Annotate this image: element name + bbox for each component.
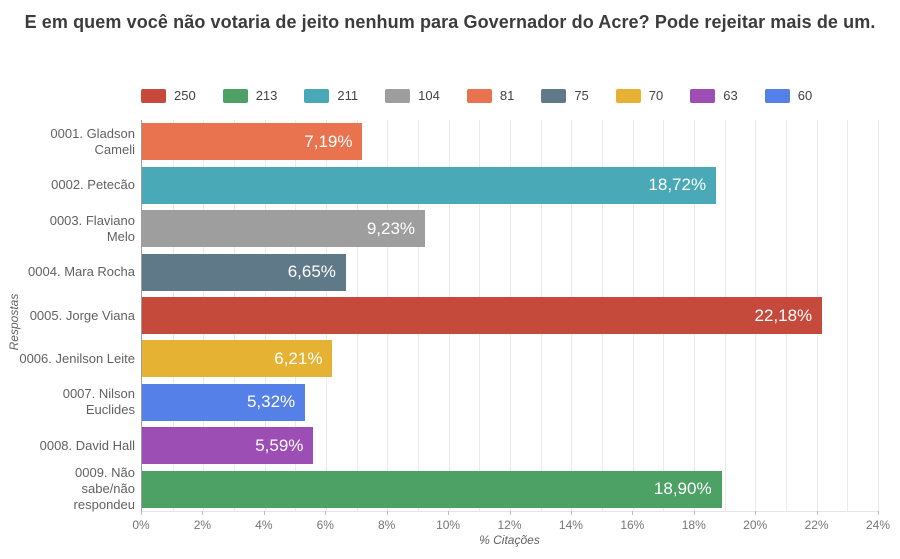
legend-label: 75 (574, 88, 589, 103)
legend-swatch (764, 88, 790, 103)
x-tick-mark (878, 511, 879, 515)
legend-item[interactable]: 250 (141, 88, 196, 103)
legend-swatch (690, 88, 716, 103)
x-tick-label: 24% (865, 518, 891, 532)
x-tick-mark (509, 511, 511, 515)
bar-value-label: 22,18% (754, 305, 813, 325)
x-tick-mark (755, 511, 757, 515)
legend-swatch (222, 88, 248, 103)
y-axis-title: Respostas (7, 293, 21, 351)
x-tick-mark (202, 511, 204, 515)
gridline (878, 120, 879, 511)
x-tick-label: 20% (743, 518, 768, 532)
legend-swatch (615, 88, 641, 103)
bar-value-label: 9,23% (366, 218, 416, 238)
legend-swatch (141, 88, 166, 103)
category-label: 0004. Mara Rocha (28, 264, 135, 280)
legend-label: 81 (499, 88, 515, 103)
bar-chart: 7,19% 18,72% 9,23% 6,65% 22,18% 6,21% 5,32% 5,5… (0, 120, 900, 513)
chart-legend: 250 213 211 104 81 75 70 63 60 (141, 88, 890, 103)
bar-value-label: 5,59% (255, 435, 304, 455)
x-tick-mark (263, 511, 265, 515)
x-tick-label: 0% (132, 518, 150, 532)
legend-item[interactable]: 70 (615, 88, 664, 103)
x-tick-mark (693, 511, 695, 515)
x-axis: 0% 2% 4% 6% 8% 10% 12% 14% 16% 18% 20% 22% 24% (132, 511, 890, 559)
x-tick-label: 2% (193, 518, 212, 532)
bar-0004[interactable]: 6,65% (142, 253, 346, 291)
legend-swatch (385, 88, 411, 103)
x-tick-mark (448, 511, 450, 515)
x-tick-label: 14% (558, 518, 583, 532)
x-axis-title: % Citações (479, 533, 540, 547)
legend-label: 250 (174, 88, 196, 103)
x-tick-mark (325, 511, 327, 515)
x-tick-label: 16% (620, 518, 645, 532)
legend-label: 211 (337, 88, 359, 103)
bar-0002[interactable]: 18,72% (142, 166, 717, 204)
category-label: 0008. David Hall (39, 437, 135, 453)
bar-0006[interactable]: 6,21% (142, 340, 333, 378)
plot-area: 7,19% 18,72% 9,23% 6,65% 22,18% 6,21% 5,32% 5,5… (141, 120, 879, 511)
legend-label: 213 (255, 88, 278, 103)
category-label: 0009. Não sabe/não respondeu (73, 465, 135, 513)
legend-label: 60 (797, 88, 813, 103)
category-label: 0007. Nilson Euclides (62, 386, 135, 418)
bar-0003[interactable]: 9,23% (142, 210, 426, 248)
x-tick-label: 12% (497, 518, 522, 532)
legend-swatch (304, 88, 330, 103)
bar-value-label: 7,19% (304, 131, 353, 151)
bar-value-label: 5,32% (246, 392, 296, 412)
x-tick-mark (141, 511, 142, 515)
category-label: 0002. Petecão (51, 177, 135, 193)
legend-item[interactable]: 104 (385, 88, 440, 103)
bar-0005[interactable]: 22,18% (142, 297, 823, 334)
x-tick-label: 18% (681, 518, 706, 532)
legend-item[interactable]: 81 (466, 88, 515, 103)
x-tick-label: 10% (436, 518, 461, 532)
category-label: 0005. Jorge Viana (29, 307, 135, 323)
bar-0009[interactable]: 18,90% (142, 470, 722, 508)
legend-label: 104 (418, 88, 440, 103)
x-tick-mark (386, 511, 388, 515)
legend-item[interactable]: 63 (690, 88, 738, 103)
legend-swatch (466, 88, 492, 103)
x-tick-label: 8% (377, 518, 396, 532)
x-tick-label: 4% (255, 518, 273, 532)
legend-swatch (541, 88, 567, 103)
category-label: 0003. Flaviano Melo (49, 212, 135, 244)
bar-value-label: 18,90% (653, 479, 712, 499)
bar-value-label: 18,72% (648, 175, 707, 195)
legend-item[interactable]: 211 (304, 88, 358, 103)
x-tick-mark (816, 511, 818, 515)
x-tick-label: 6% (316, 518, 334, 532)
x-tick-mark (570, 511, 572, 515)
legend-item[interactable]: 60 (764, 88, 813, 103)
bar-0001[interactable]: 7,19% (142, 123, 363, 161)
bar-0007[interactable]: 5,32% (142, 383, 306, 421)
legend-item[interactable]: 213 (222, 88, 278, 103)
gridline (847, 120, 849, 511)
legend-item[interactable]: 75 (541, 88, 589, 103)
chart-title: E em quem você não votaria de jeito nenh… (24, 12, 876, 32)
x-tick-label: 22% (804, 518, 829, 532)
category-label: 0001. Gladson Cameli (50, 125, 135, 157)
bar-value-label: 6,21% (274, 348, 323, 368)
legend-label: 70 (648, 88, 664, 103)
category-label: 0006. Jenilson Leite (19, 350, 135, 366)
bar-value-label: 6,65% (287, 262, 336, 282)
legend-label: 63 (723, 88, 738, 103)
x-tick-mark (632, 511, 634, 515)
bar-0008[interactable]: 5,59% (142, 427, 314, 465)
